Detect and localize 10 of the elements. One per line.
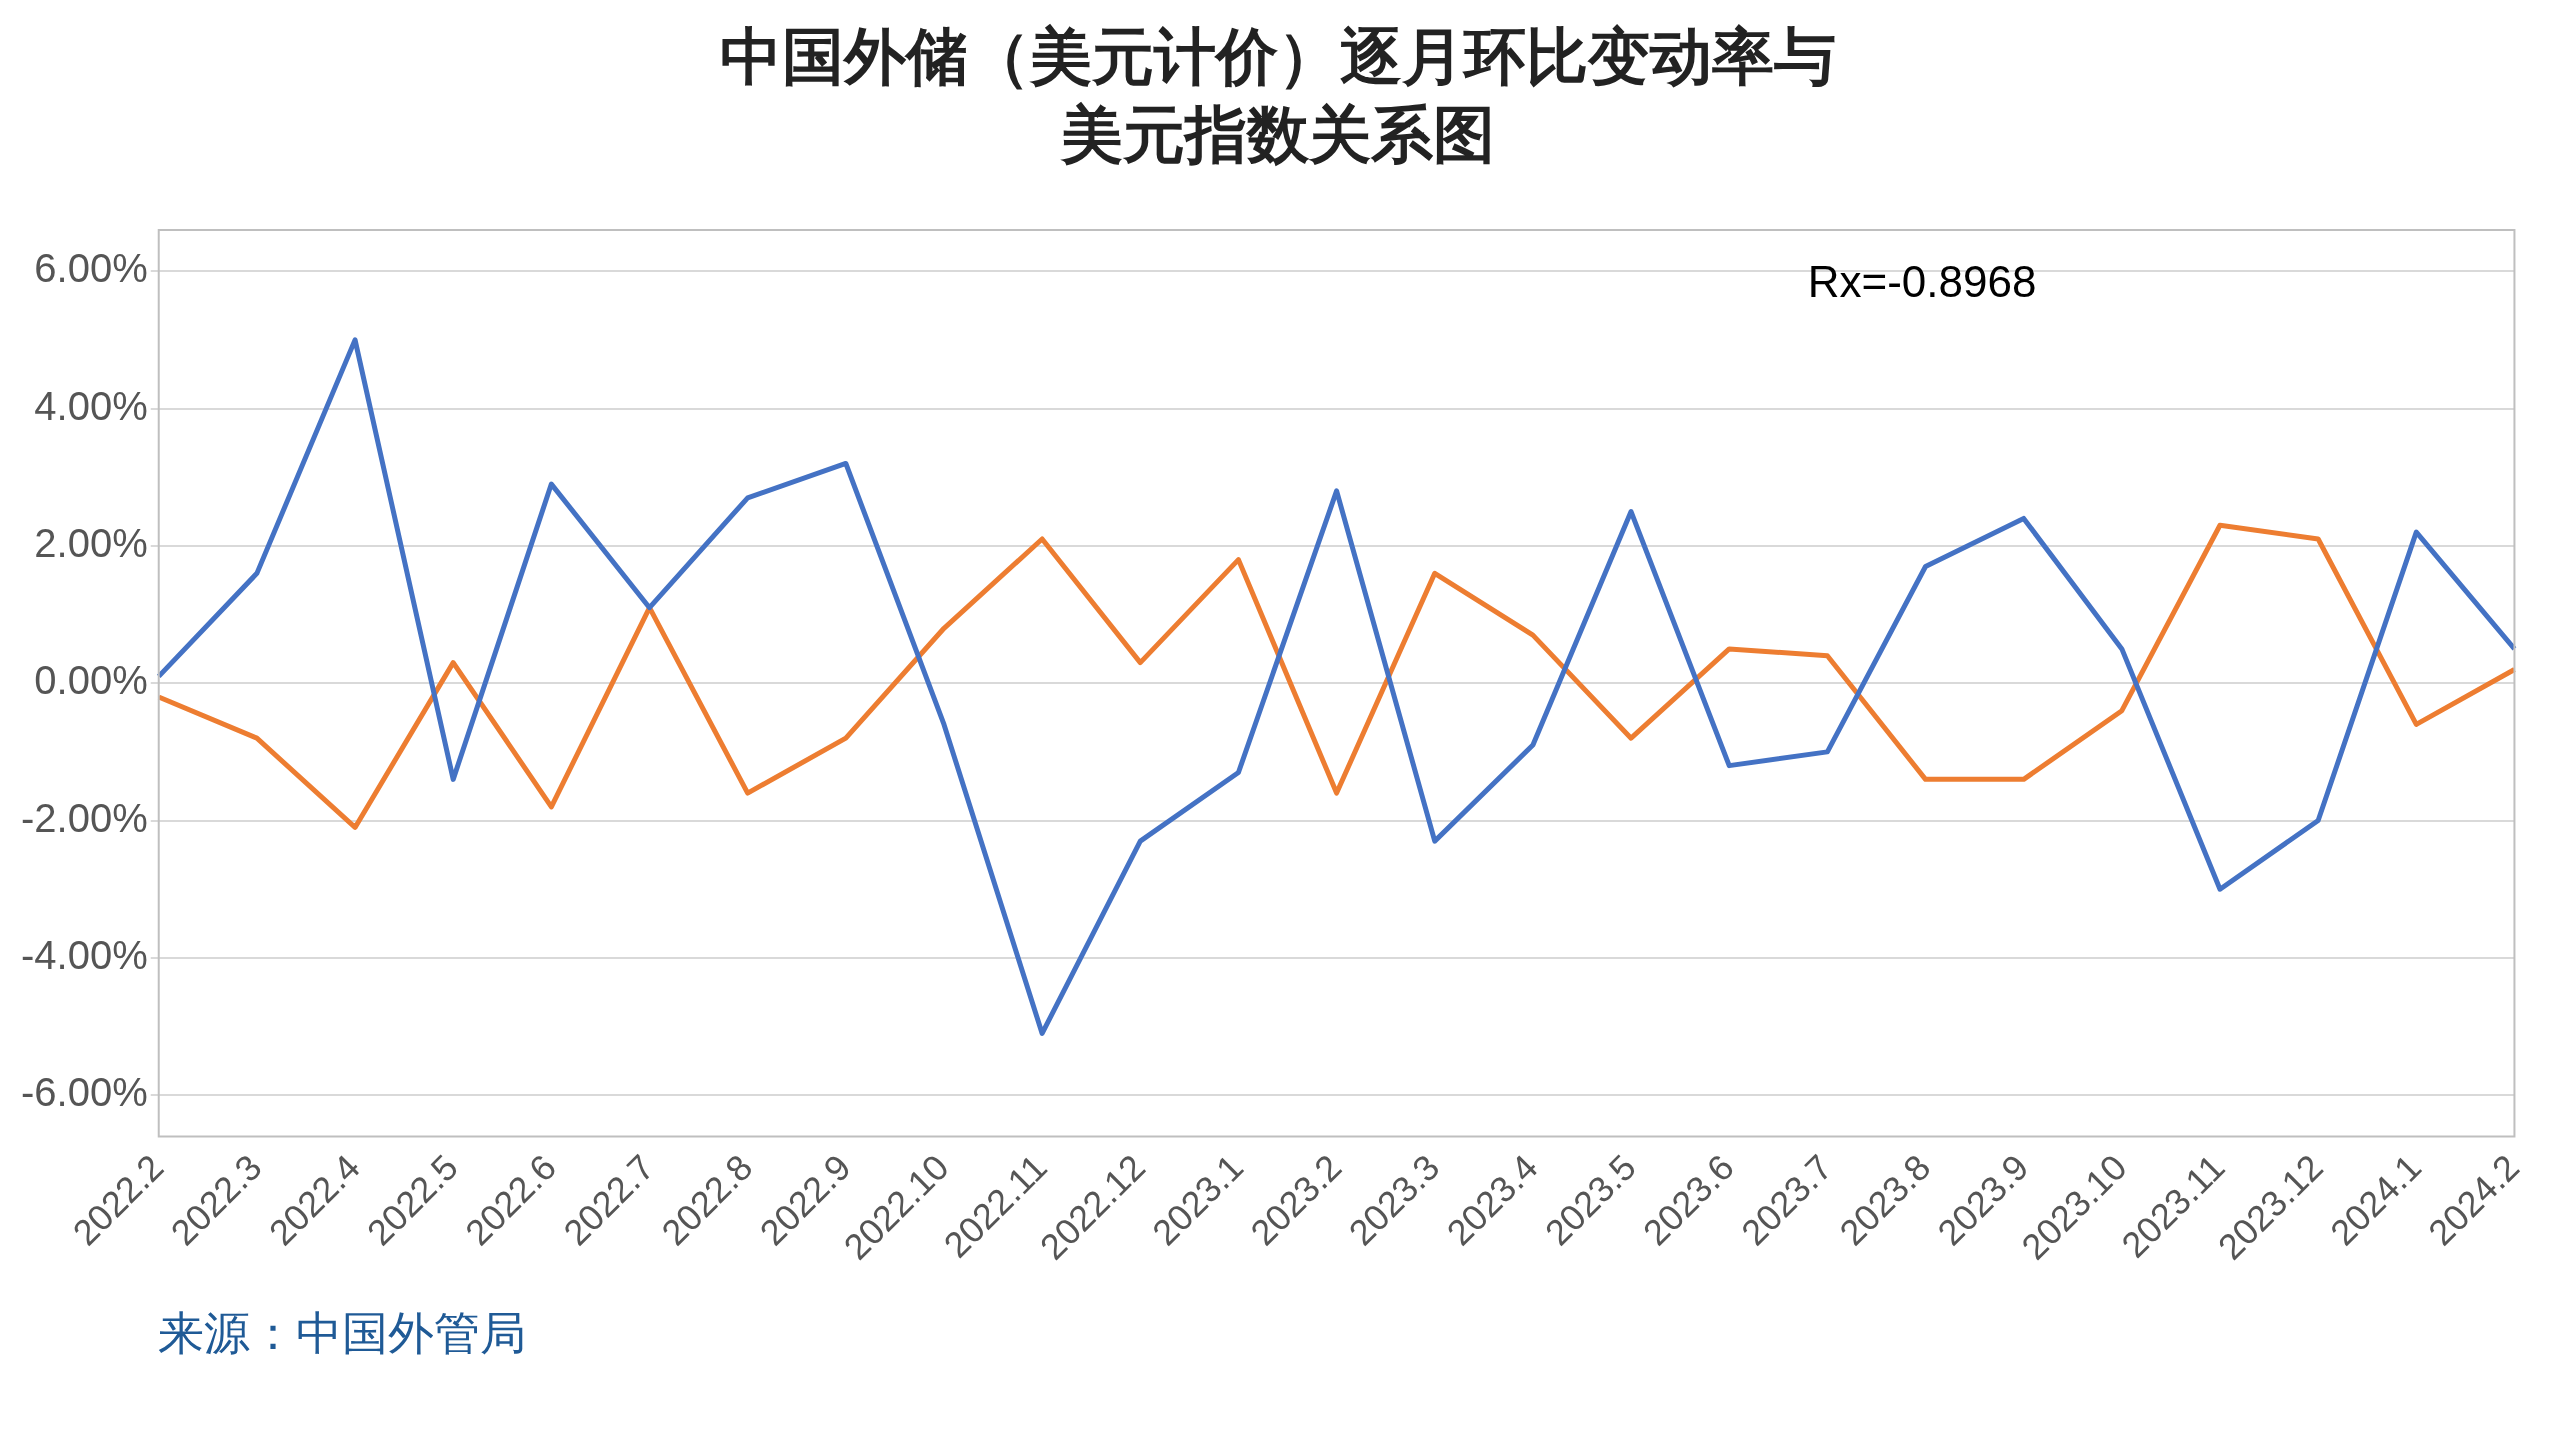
chart-title: 中国外储（美元计价）逐月环比变动率与美元指数关系图 [719,19,1837,173]
y-tick-label: 6.00% [34,246,148,291]
y-tick-label: -4.00% [20,932,148,977]
y-tick-label: 2.00% [34,520,148,565]
y-tick-label: 4.00% [34,383,148,428]
source-note: 来源：中国外管局 [157,1305,527,1362]
y-tick-label: -2.00% [20,795,148,840]
annotation: Rx=-0.8968 [1807,257,2037,307]
y-tick-label: -6.00% [20,1070,148,1115]
y-tick-label: 0.00% [34,658,148,703]
